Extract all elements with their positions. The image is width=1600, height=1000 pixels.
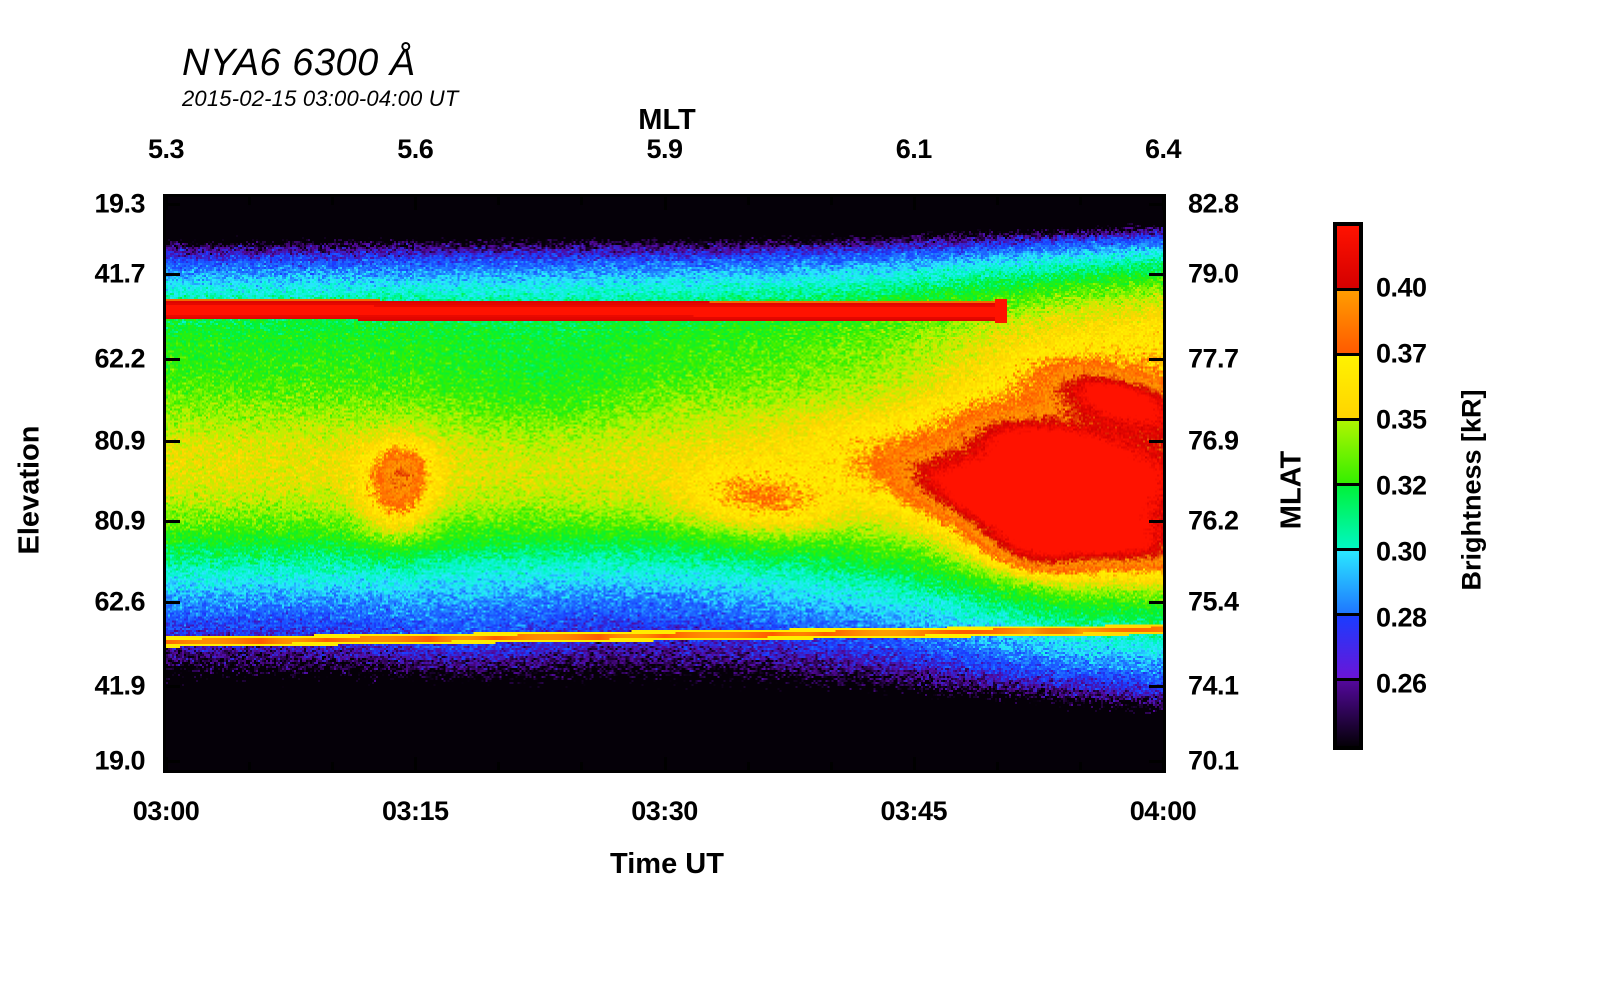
colorbar-segment-3 [1337, 421, 1359, 486]
colorbar-tick-label: 0.37 [1376, 338, 1427, 369]
colorbar-segment-0 [1337, 226, 1359, 291]
tick-left [166, 202, 180, 206]
time-tick-label: 03:45 [880, 796, 948, 826]
tick-left [166, 273, 180, 277]
time-tick-label: 03:15 [381, 796, 449, 826]
tick-right [1149, 202, 1163, 206]
tick-bottom-minor [497, 762, 501, 770]
colorbar-tick-label: 0.30 [1376, 536, 1427, 567]
elevation-tick-label: 80.9 [94, 505, 145, 536]
mlat-tick-label: 74.1 [1188, 670, 1239, 701]
elevation-tick-label: 41.7 [94, 258, 145, 289]
tick-right [1149, 601, 1163, 605]
elevation-tick-label: 62.2 [94, 343, 145, 374]
colorbar-tick-label: 0.26 [1376, 668, 1427, 699]
axis-bottom-line [163, 770, 1166, 773]
colorbar [1333, 222, 1363, 750]
axis-title-time: Time UT [610, 848, 724, 880]
tick-bottom-major [165, 757, 168, 770]
tick-left [166, 684, 180, 688]
elevation-tick-label: 80.9 [94, 425, 145, 456]
tick-bottom-minor [580, 762, 584, 770]
tick-top-minor [248, 197, 252, 205]
tick-top-major [912, 197, 916, 210]
elevation-tick-label: 19.0 [94, 745, 145, 776]
colorbar-segment-2 [1337, 356, 1359, 421]
mlat-tick-label: 82.8 [1188, 188, 1239, 219]
axis-left-line [163, 194, 166, 773]
axis-right-line [1163, 194, 1166, 773]
tick-bottom-minor [1078, 762, 1082, 770]
tick-top-major [414, 197, 418, 210]
colorbar-tick-label: 0.32 [1376, 470, 1427, 501]
tick-top-major [1162, 197, 1165, 210]
page-subtitle: 2015-02-15 03:00-04:00 UT [182, 86, 459, 111]
mlt-tick-label: 6.1 [895, 134, 933, 164]
tick-top-minor [497, 197, 501, 205]
time-tick-label: 03:30 [631, 796, 698, 826]
keogram-plot-area [166, 197, 1163, 770]
colorbar-tick-label: 0.28 [1376, 602, 1427, 633]
elevation-tick-label: 19.3 [94, 188, 145, 219]
tick-right [1149, 684, 1163, 688]
tick-bottom-major [912, 757, 916, 770]
tick-right [1149, 439, 1163, 443]
tick-bottom-minor [248, 762, 252, 770]
tick-right [1149, 273, 1163, 277]
mlat-tick-label: 76.9 [1188, 425, 1239, 456]
colorbar-tick-label: 0.40 [1376, 272, 1427, 303]
mlat-tick-label: 79.0 [1188, 258, 1239, 289]
tick-bottom-minor [746, 762, 750, 770]
tick-left [166, 358, 180, 362]
tick-right [1149, 760, 1163, 764]
tick-bottom-minor [995, 762, 999, 770]
axis-title-mlt: MLT [638, 104, 696, 136]
colorbar-segment-7 [1337, 681, 1359, 746]
tick-bottom-minor [331, 762, 335, 770]
tick-top-minor [995, 197, 999, 205]
tick-left [166, 601, 180, 605]
page-title: NYA6 6300 Å [182, 42, 416, 84]
tick-left [166, 439, 180, 443]
time-tick-label: 04:00 [1129, 796, 1197, 826]
tick-bottom-major [1162, 757, 1165, 770]
colorbar-title: Brightness [kR] [1456, 389, 1487, 591]
keogram-heatmap [166, 197, 1163, 770]
elevation-tick-label: 62.6 [94, 586, 145, 617]
mlat-tick-label: 76.2 [1188, 505, 1239, 536]
mlt-tick-label: 5.6 [397, 134, 434, 164]
axis-top-line [163, 194, 1166, 197]
tick-right [1149, 519, 1163, 523]
tick-bottom-major [663, 757, 667, 770]
title-block: NYA6 6300 Å 2015-02-15 03:00-04:00 UT [182, 42, 459, 112]
elevation-tick-label: 41.9 [94, 670, 145, 701]
colorbar-segment-1 [1337, 291, 1359, 356]
mlt-tick-label: 5.3 [147, 134, 185, 164]
colorbar-segment-6 [1337, 616, 1359, 681]
axis-title-mlat: MLAT [1275, 450, 1308, 530]
tick-top-major [663, 197, 667, 210]
tick-top-minor [829, 197, 833, 205]
tick-left [166, 760, 180, 764]
colorbar-segment-4 [1337, 486, 1359, 551]
time-tick-label: 03:00 [132, 796, 200, 826]
mlt-tick-label: 6.4 [1144, 134, 1182, 164]
tick-right [1149, 358, 1163, 362]
tick-top-minor [746, 197, 750, 205]
axis-title-elevation: Elevation [13, 425, 46, 555]
mlat-tick-label: 70.1 [1188, 745, 1239, 776]
tick-top-minor [580, 197, 584, 205]
tick-top-minor [331, 197, 335, 205]
mlt-tick-label: 5.9 [646, 134, 683, 164]
tick-bottom-minor [829, 762, 833, 770]
colorbar-tick-label: 0.35 [1376, 404, 1427, 435]
colorbar-segment-5 [1337, 551, 1359, 616]
tick-bottom-major [414, 757, 418, 770]
tick-top-minor [1078, 197, 1082, 205]
tick-left [166, 519, 180, 523]
mlat-tick-label: 77.7 [1188, 343, 1239, 374]
mlat-tick-label: 75.4 [1188, 586, 1239, 617]
